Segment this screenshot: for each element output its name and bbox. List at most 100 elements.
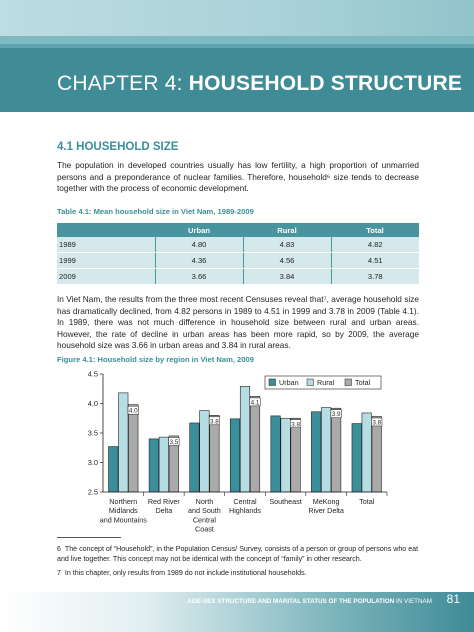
total-value-label: 3.8 (372, 419, 381, 426)
x-category-label: and South (188, 506, 221, 515)
table-cell: 4.51 (331, 252, 419, 269)
total-value-box (330, 409, 342, 418)
legend-label-rural: Rural (317, 378, 335, 387)
total-value-box (168, 437, 180, 446)
x-category-label: Northern (109, 497, 137, 506)
footnote-text: In this chapter, only results from 1989 … (64, 569, 307, 577)
household-size-table: Urban Rural Total 1989 4.80 4.83 4.82 19… (57, 223, 419, 285)
y-tick-label: 3.5 (88, 429, 98, 438)
bar-urban (311, 411, 322, 493)
bar-rural (361, 412, 372, 493)
banner-stripe (0, 36, 474, 44)
chapter-label: CHAPTER 4: (57, 72, 183, 95)
table-header-cell: Total (331, 223, 419, 237)
bar-rural (158, 436, 169, 493)
figure-caption: Figure 4.1: Household size by region in … (57, 355, 254, 364)
legend-swatch-rural (306, 378, 314, 386)
x-category-label: Coast (195, 525, 214, 534)
total-value-box (127, 405, 139, 415)
bar-urban (108, 446, 119, 493)
x-category-label: Delta (155, 506, 172, 515)
table-cell: 3.78 (331, 268, 419, 285)
x-category-label: and Mountains (100, 515, 148, 524)
footer-title: AGE-SEX STRUCTURE AND MARITAL STATUS OF … (187, 598, 432, 605)
bar-rural (321, 407, 332, 493)
table-cell-year: 1999 (57, 252, 156, 269)
table-cell: 3.84 (243, 268, 332, 285)
chapter-name: HOUSEHOLD STRUCTURE (188, 72, 463, 95)
x-category-label: River Delta (308, 506, 344, 515)
x-category-label: North (196, 497, 214, 506)
y-tick-label: 4.0 (88, 399, 98, 408)
footnote-separator (57, 537, 121, 538)
bar-rural (118, 392, 129, 493)
total-value-box (290, 419, 302, 428)
section-heading: 4.1 HOUSEHOLD SIZE (57, 141, 179, 153)
total-value-label: 3.8 (210, 418, 219, 425)
table-cell-year: 2009 (57, 268, 156, 285)
x-category-label: Highlands (229, 506, 261, 515)
legend-swatch-urban (268, 378, 276, 386)
y-tick-label: 2.5 (88, 488, 98, 497)
table-header-cell: Urban (155, 223, 243, 237)
x-category-label: Total (359, 497, 375, 506)
footer-title-rest: IN VIETNAM (395, 598, 432, 605)
total-value-box (249, 397, 261, 407)
table-row: 1999 4.36 4.56 4.51 (57, 252, 419, 269)
footnote-6: 6 The concept of “Household”, in the Pop… (57, 545, 421, 564)
footer-band (0, 592, 474, 632)
bar-total (331, 407, 342, 493)
bar-total (371, 416, 382, 493)
legend-label-urban: Urban (279, 378, 299, 387)
table-cell: 3.66 (155, 268, 244, 285)
table-header-cell: Rural (243, 223, 331, 237)
table-cell: 4.82 (331, 237, 419, 253)
x-category-label: Red River (148, 497, 181, 506)
analysis-paragraph: In Viet Nam, the results from the three … (57, 294, 419, 351)
total-value-label: 3.8 (291, 421, 300, 428)
footnote-7: 7 In this chapter, only results from 198… (57, 569, 421, 579)
chapter-banner (0, 0, 474, 112)
bar-rural (199, 410, 210, 493)
total-value-box (208, 416, 220, 426)
x-category-label: Midlands (109, 506, 138, 515)
table-header-cell (57, 223, 155, 237)
bar-total (290, 417, 301, 493)
y-tick-label: 3.0 (88, 458, 98, 467)
x-category-label: MeKong (313, 497, 340, 506)
bar-total (128, 404, 139, 493)
footnote-text: The concept of “Household”, in the Popul… (57, 545, 419, 563)
bar-urban (189, 422, 200, 493)
total-value-label: 4.0 (129, 408, 138, 415)
bar-urban (351, 423, 362, 493)
y-tick-label: 4.5 (88, 370, 98, 379)
table-cell: 4.83 (243, 237, 332, 253)
total-value-label: 3.5 (169, 439, 178, 446)
bar-urban (270, 415, 281, 493)
intro-paragraph: The population in developed countries us… (57, 160, 419, 194)
bar-urban (229, 418, 241, 493)
bar-rural (280, 417, 291, 493)
table-cell-year: 1989 (57, 237, 156, 253)
bar-total (249, 396, 261, 493)
footer-title-bold: AGE-SEX STRUCTURE AND MARITAL STATUS OF … (187, 598, 395, 605)
legend-label-total: Total (355, 378, 371, 387)
legend-swatch-total (344, 378, 352, 386)
table-row: 1989 4.80 4.83 4.82 (57, 237, 419, 253)
x-category-label: Southeast (269, 497, 301, 506)
banner-light-band (0, 0, 474, 36)
table-caption: Table 4.1: Mean household size in Viet N… (57, 207, 254, 216)
banner-stripe (0, 44, 474, 48)
table-cell: 4.80 (155, 237, 244, 253)
chapter-title: CHAPTER 4: HOUSEHOLD STRUCTURE (57, 72, 462, 96)
total-value-label: 3.9 (332, 411, 341, 418)
table-cell: 4.56 (243, 252, 332, 269)
table-header-row: Urban Rural Total (57, 223, 419, 237)
bar-rural (239, 386, 251, 493)
total-value-box (371, 417, 383, 427)
bar-total (209, 414, 220, 493)
table-row: 2009 3.66 3.84 3.78 (57, 268, 419, 285)
total-value-label: 4.1 (251, 399, 260, 406)
footnote-number: 7 (57, 569, 61, 577)
